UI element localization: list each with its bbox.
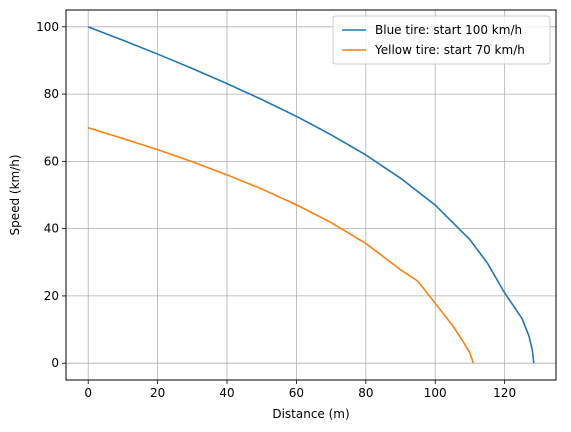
x-tick-label: 20 xyxy=(150,386,165,400)
legend: Blue tire: start 100 km/h Yellow tire: st… xyxy=(332,15,551,65)
x-tick-label: 40 xyxy=(219,386,234,400)
series-line-1 xyxy=(87,26,535,364)
y-tick-label: 60 xyxy=(44,154,59,168)
x-axis-ticks: 0 20 40 60 80 100 120 xyxy=(84,380,516,400)
y-tick-label: 80 xyxy=(44,87,59,101)
y-tick-label: 20 xyxy=(44,289,59,303)
y-axis-label: Speed (km/h) xyxy=(8,154,22,235)
x-tick-label: 120 xyxy=(493,386,516,400)
legend-box xyxy=(332,15,551,65)
x-tick-label: 80 xyxy=(358,386,373,400)
legend-label-1: Blue tire: start 100 km/h xyxy=(375,23,522,37)
legend-label-2: Yellow tire: start 70 km/h xyxy=(374,43,525,57)
x-tick-label: 0 xyxy=(84,386,92,400)
y-tick-label: 100 xyxy=(36,20,59,34)
plot-area-frame xyxy=(65,9,557,381)
grid-lines xyxy=(66,10,556,380)
y-tick-label: 0 xyxy=(51,356,59,370)
y-axis-ticks: 0 20 40 60 80 100 xyxy=(36,20,66,370)
x-axis-label: Distance (m) xyxy=(272,407,349,421)
series-line-2 xyxy=(87,126,475,364)
series-layer xyxy=(87,26,535,364)
x-tick-label: 100 xyxy=(424,386,447,400)
x-tick-label: 60 xyxy=(289,386,304,400)
y-tick-label: 40 xyxy=(44,222,59,236)
